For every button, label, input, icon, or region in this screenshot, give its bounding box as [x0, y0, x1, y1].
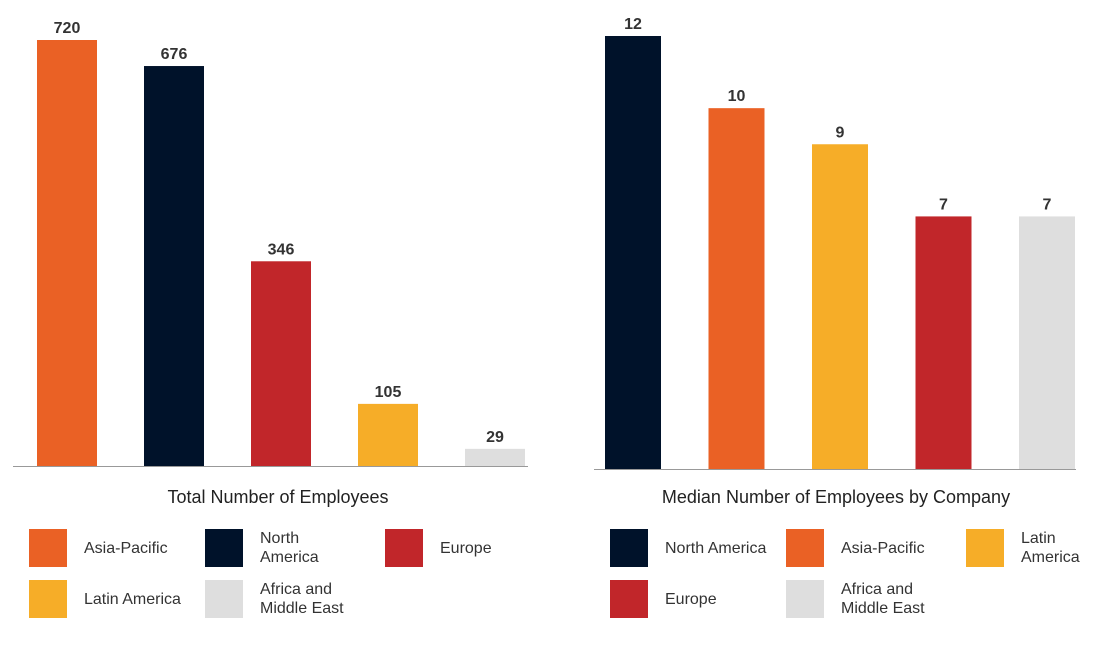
bar-africa-and-middle-east [1019, 216, 1075, 469]
bar-asia-pacific [37, 40, 97, 466]
chart-title: Total Number of Employees [167, 487, 388, 507]
legend-label-latin-america: Latin America [1021, 530, 1080, 566]
bar-north-america [605, 36, 661, 469]
bar-europe [915, 216, 972, 469]
legend-swatch-north-america [610, 529, 648, 567]
legend-item-north-america: North America [610, 529, 766, 567]
legend-label-asia-pacific: Asia-Pacific [84, 539, 168, 557]
legend-item-europe: Europe [385, 529, 492, 567]
legend-swatch-europe [385, 529, 423, 567]
legend-label-africa-middle-east: Africa and Middle East [841, 581, 925, 617]
data-label-latin-america: 9 [836, 124, 845, 141]
bar-asia-pacific [708, 108, 765, 470]
median-employees-chart: 12 10 9 7 7 Median Number of Employees by Com… [594, 16, 1076, 507]
bar-latin-america [358, 403, 418, 466]
data-label-africa-and-middle-east: 29 [486, 429, 504, 446]
chart-title: Median Number of Employees by Company [662, 487, 1010, 507]
data-label-north-america: 676 [161, 46, 188, 63]
data-label-asia-pacific: 720 [54, 20, 81, 37]
legend-item-africa-middle-east: Africa and Middle East [786, 580, 931, 618]
data-label-europe: 7 [939, 196, 948, 213]
data-label-africa-and-middle-east: 7 [1043, 196, 1052, 213]
legend-label-europe: Europe [440, 539, 492, 557]
total-employees-chart: 720 676 346 105 29 Total Number of Employees [13, 20, 528, 507]
legend-label-north-america: North America [665, 539, 767, 557]
bar-europe [251, 261, 311, 466]
legend-swatch-asia-pacific [786, 529, 824, 567]
data-label-north-america: 12 [624, 16, 642, 33]
legend-label-latin-america: Latin America [84, 590, 181, 608]
legend-swatch-africa-middle-east [205, 580, 243, 618]
legend-swatch-latin-america [966, 529, 1004, 567]
legend-label-north-america: North America [260, 530, 319, 566]
legend-item-asia-pacific: Asia-Pacific [29, 529, 168, 567]
legend-swatch-africa-middle-east [786, 580, 824, 618]
bar-north-america [144, 66, 204, 467]
data-label-asia-pacific: 10 [728, 88, 746, 105]
legend-item-latin-america: Latin America [29, 580, 181, 618]
data-label-europe: 346 [268, 241, 295, 258]
legend-item-asia-pacific: Asia-Pacific [786, 529, 925, 567]
legend-label-asia-pacific: Asia-Pacific [841, 539, 925, 557]
legend-label-europe: Europe [665, 590, 717, 608]
legend-label-africa-middle-east: Africa and Middle East [260, 581, 344, 617]
legend-swatch-latin-america [29, 580, 67, 618]
legend-item-africa-middle-east: Africa and Middle East [205, 580, 350, 618]
data-label-latin-america: 105 [375, 384, 402, 401]
legend-swatch-asia-pacific [29, 529, 67, 567]
legend-swatch-europe [610, 580, 648, 618]
legend-item-latin-america: Latin America [966, 529, 1110, 567]
legend-item-north-america: North America [205, 529, 350, 567]
bar-latin-america [812, 144, 868, 469]
legend-swatch-north-america [205, 529, 243, 567]
legend-item-europe: Europe [610, 580, 717, 618]
bar-africa-and-middle-east [465, 448, 525, 466]
